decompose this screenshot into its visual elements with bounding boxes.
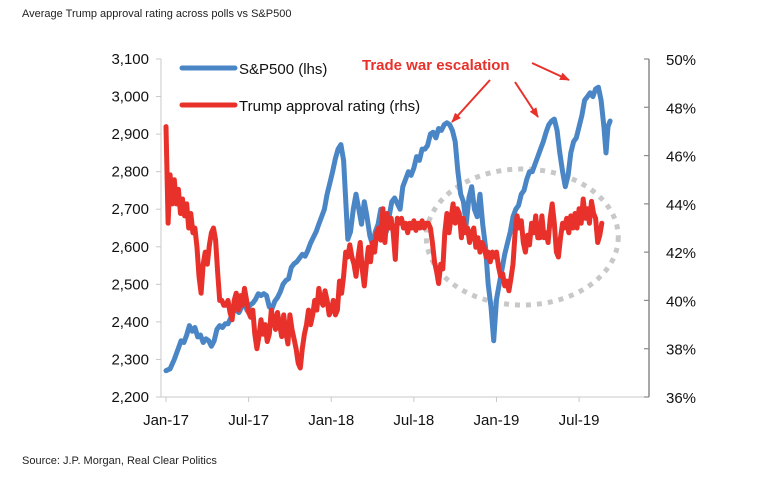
right-tick-label: 44% bbox=[666, 197, 696, 214]
x-tick-label: Jan-19 bbox=[474, 412, 520, 429]
left-tick-label: 2,800 bbox=[111, 164, 149, 181]
annotation: Trade war escalation bbox=[362, 57, 570, 123]
left-tick-label: 2,500 bbox=[111, 276, 149, 293]
annotation-arrow bbox=[531, 62, 570, 81]
right-tick-label: 36% bbox=[666, 390, 696, 407]
left-tick-label: 2,200 bbox=[111, 389, 149, 406]
series-layer bbox=[163, 84, 613, 374]
highlight-ellipse bbox=[423, 166, 621, 308]
x-tick-label: Jul-19 bbox=[559, 412, 600, 429]
left-tick-label: 3,000 bbox=[111, 89, 149, 106]
chart-title: Average Trump approval rating across pol… bbox=[22, 8, 292, 20]
x-tick-label: Jul-17 bbox=[228, 412, 269, 429]
legend-label-sp500: S&P500 (lhs) bbox=[239, 61, 327, 78]
axes: 2,200 2,300 2,400 2,500 2,600 2,700 2,800 2,900… bbox=[111, 51, 696, 429]
left-tick-label: 3,100 bbox=[111, 51, 149, 68]
left-tick-label: 2,600 bbox=[111, 239, 149, 256]
left-tick-label: 2,400 bbox=[111, 314, 149, 331]
annotation-arrow bbox=[451, 79, 491, 123]
left-tick-label: 2,300 bbox=[111, 351, 149, 368]
legend-label-approval: Trump approval rating (rhs) bbox=[239, 98, 420, 115]
approval-line bbox=[163, 124, 605, 371]
annotation-label: Trade war escalation bbox=[362, 57, 510, 74]
legend: S&P500 (lhs) Trump approval rating (rhs) bbox=[179, 61, 420, 115]
source-note: Source: J.P. Morgan, Real Clear Politics bbox=[22, 455, 217, 467]
right-tick-label: 50% bbox=[666, 52, 696, 69]
right-tick-label: 38% bbox=[666, 342, 696, 359]
annotation-arrow bbox=[514, 81, 539, 118]
left-tick-label: 2,700 bbox=[111, 201, 149, 218]
x-tick-label: Jul-18 bbox=[393, 412, 434, 429]
x-tick-label: Jan-18 bbox=[308, 412, 354, 429]
right-tick-label: 42% bbox=[666, 245, 696, 262]
right-tick-label: 40% bbox=[666, 293, 696, 310]
left-tick-label: 2,900 bbox=[111, 126, 149, 143]
right-tick-label: 48% bbox=[666, 100, 696, 117]
x-tick-label: Jan-17 bbox=[143, 412, 189, 429]
right-tick-label: 46% bbox=[666, 149, 696, 166]
ellipse-layer bbox=[423, 166, 621, 308]
